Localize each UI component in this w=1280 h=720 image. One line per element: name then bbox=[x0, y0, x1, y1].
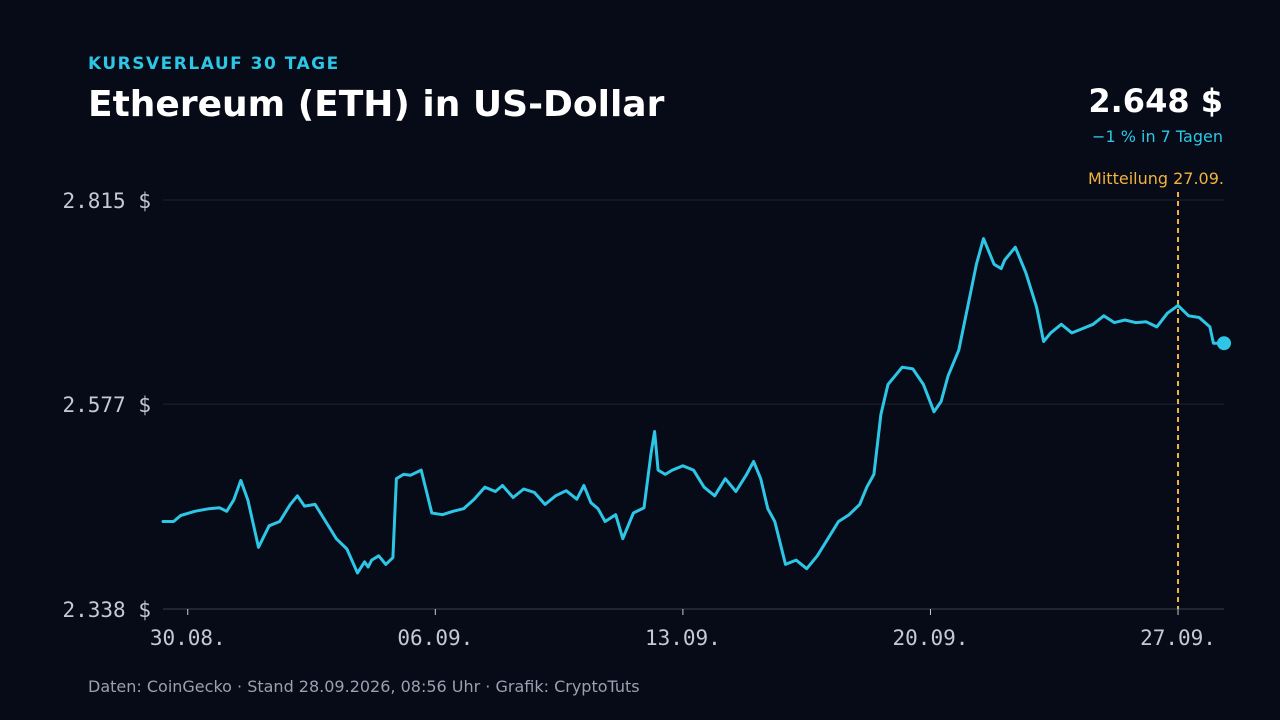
current-price: 2.648 $ bbox=[1088, 82, 1223, 120]
series-group bbox=[161, 237, 1231, 575]
y-axis-labels: 2.338 $ 2.577 $ 2.815 $ bbox=[62, 189, 151, 622]
x-tick-label: 20.09. bbox=[893, 626, 969, 650]
last-price-dot bbox=[1217, 336, 1231, 351]
price-line bbox=[161, 237, 1226, 575]
x-tick-label: 13.09. bbox=[645, 626, 721, 650]
price-change: −1 % in 7 Tagen bbox=[1092, 127, 1223, 146]
y-tick-label: 2.815 $ bbox=[62, 189, 151, 213]
y-tick-label: 2.338 $ bbox=[62, 598, 151, 622]
grid-lines bbox=[163, 199, 1224, 610]
source-note: Daten: CoinGecko · Stand 28.09.2026, 08:… bbox=[88, 677, 640, 696]
annotation-label: Mitteilung 27.09. bbox=[1088, 169, 1224, 188]
chart-title: Ethereum (ETH) in US-Dollar bbox=[88, 84, 665, 125]
y-tick-label: 2.577 $ bbox=[62, 393, 151, 417]
x-tick-label: 06.09. bbox=[397, 626, 473, 650]
x-axis: 30.08. 06.09. 13.09. 20.09. 27.09. bbox=[150, 608, 1224, 650]
chart-kicker: KURSVERLAUF 30 TAGE bbox=[88, 54, 340, 74]
x-tick-label: 30.08. bbox=[150, 626, 226, 650]
annotation: Mitteilung 27.09. bbox=[1088, 169, 1224, 609]
x-tick-label: 27.09. bbox=[1140, 626, 1216, 650]
